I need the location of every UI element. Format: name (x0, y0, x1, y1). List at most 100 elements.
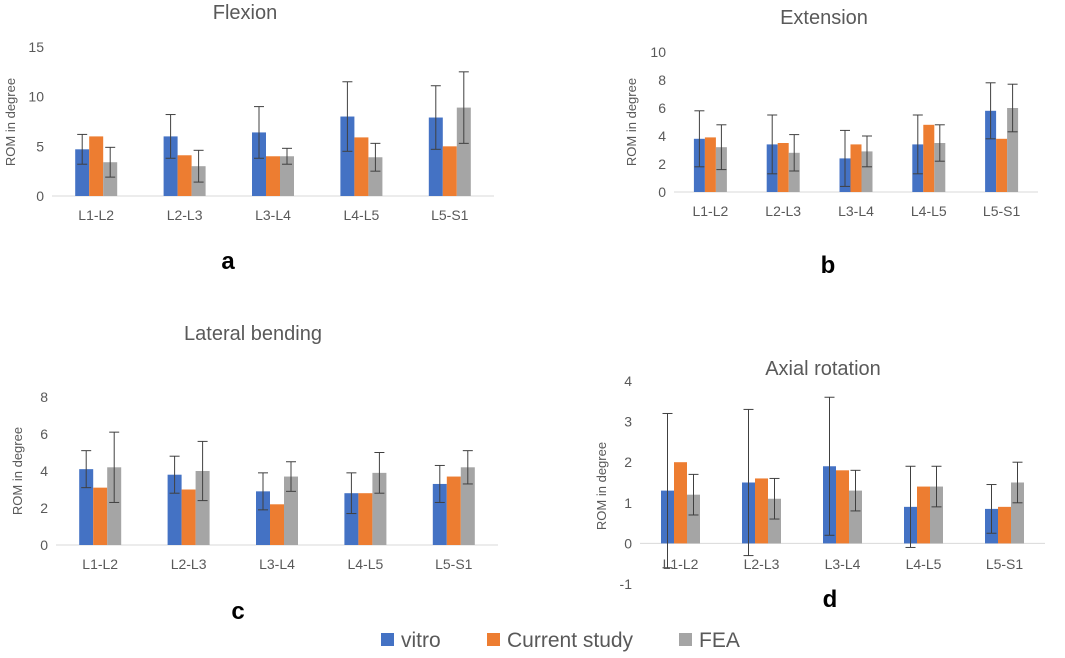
y-tick-label: 1 (624, 495, 632, 511)
y-tick-label: 8 (40, 389, 48, 405)
x-tick-label: L2-L3 (765, 203, 801, 219)
x-tick-label: L4-L5 (911, 203, 947, 219)
bar-fea-l5-s1 (460, 467, 475, 545)
error-bar-vitro-l4-l5 (912, 114, 923, 175)
x-tick-label: L2-L3 (744, 556, 780, 572)
chart-lateral-bending: Lateral bending ROM in degree c 0 2 4 6 8 L1-… (10, 323, 498, 625)
legend: vitro Current study FEA (381, 629, 740, 652)
y-tick-label: 4 (658, 128, 666, 144)
chart-title: Extension (780, 7, 868, 29)
y-tick-label: 6 (40, 426, 48, 442)
error-bar-vitro-l3-l4 (258, 472, 268, 511)
x-tick-label: L2-L3 (167, 207, 203, 223)
x-tick-label: L3-L4 (259, 556, 295, 572)
error-bar-vitro-l2-l3 (165, 114, 176, 159)
bar-current-study-l1-l2 (704, 137, 716, 192)
bar-current-study-l3-l4 (270, 504, 284, 545)
bar-vitro-l2-l3 (163, 136, 178, 196)
error-bar-fea-l3-l4 (286, 461, 296, 492)
x-tick-label: L1-L2 (663, 556, 699, 572)
error-bar-fea-l1-l2 (105, 146, 116, 178)
y-tick-label: 0 (36, 188, 44, 204)
error-bar-vitro-l4-l5 (342, 81, 353, 152)
bar-fea-l3-l4 (284, 476, 298, 545)
bar-current-study-l1-l2 (89, 136, 104, 196)
panel-label-c: c (231, 598, 244, 625)
legend-swatch-current-study (487, 633, 500, 646)
bar-current-study-l3-l4 (266, 156, 280, 196)
error-bar-vitro-l5-s1 (986, 484, 997, 534)
x-tick-label: L2-L3 (171, 556, 207, 572)
x-tick-label: L3-L4 (825, 556, 861, 572)
x-tick-label: L4-L5 (347, 556, 383, 572)
error-bar-vitro-l3-l4 (254, 106, 264, 159)
x-tick-label: L1-L2 (82, 556, 118, 572)
chart-title: Lateral bending (184, 323, 322, 345)
y-tick-label: -1 (620, 576, 633, 592)
y-tick-label: 4 (624, 373, 632, 389)
chart-flexion: Flexion ROM in degree a 0 5 10 15 L1-L2 L2-L3… (3, 2, 494, 275)
bar-fea-l4-l5 (372, 472, 387, 545)
error-bar-fea-l4-l5 (931, 465, 942, 508)
error-bar-fea-l5-s1 (462, 450, 473, 485)
error-bar-fea-l3-l4 (862, 135, 872, 168)
chart-extension: Extension ROM in degree b 0 2 4 6 8 10 L1-L2 L2… (624, 7, 1038, 279)
x-tick-label: L4-L5 (906, 556, 942, 572)
x-tick-label: L1-L2 (78, 207, 114, 223)
bar-fea-l5-s1 (1011, 482, 1024, 544)
chart-axial-rotation: Axial rotation ROM in degree d -1 0 1 2 3 4 L1… (594, 358, 1045, 613)
bar-current-study-l4-l5 (354, 137, 369, 196)
bar-fea-l4-l5 (934, 143, 946, 192)
bar-fea-l5-s1 (456, 107, 471, 196)
error-bar-vitro-l5-s1 (434, 464, 445, 503)
x-tick-label: L5-S1 (435, 556, 473, 572)
legend-label-current-study: Current study (507, 629, 634, 652)
error-bar-fea-l1-l2 (716, 124, 727, 171)
error-bar-fea-l3-l4 (850, 469, 861, 512)
error-bar-fea-l3-l4 (282, 147, 292, 165)
bar-vitro-l1-l2 (75, 149, 90, 196)
chart-title: Flexion (213, 2, 277, 24)
bar-current-study-l3-l4 (836, 470, 849, 544)
legend-label-vitro: vitro (401, 629, 441, 652)
y-tick-label: 0 (40, 537, 48, 553)
error-bar-vitro-l3-l4 (840, 129, 850, 187)
error-bar-vitro-l1-l2 (77, 133, 88, 165)
panel-label-a: a (221, 248, 235, 275)
error-bar-fea-l1-l2 (688, 473, 699, 516)
x-tick-label: L4-L5 (343, 207, 379, 223)
error-bar-vitro-l1-l2 (694, 110, 705, 168)
x-tick-label: L5-S1 (983, 203, 1021, 219)
y-tick-label: 0 (624, 535, 632, 551)
error-bar-vitro-l3-l4 (824, 396, 835, 536)
error-bar-vitro-l2-l3 (169, 455, 180, 494)
y-tick-label: 2 (40, 500, 48, 516)
error-bar-fea-l4-l5 (374, 452, 385, 494)
bar-current-study-l2-l3 (177, 155, 192, 196)
x-tick-label: L1-L2 (692, 203, 728, 219)
bar-vitro-l2-l3 (167, 474, 182, 545)
bar-current-study-l3-l4 (850, 144, 862, 192)
error-bar-fea-l2-l3 (197, 440, 208, 502)
y-axis-label: ROM in degree (594, 442, 609, 530)
y-tick-label: 5 (36, 138, 44, 154)
bar-current-study-l2-l3 (181, 489, 196, 545)
y-tick-label: 0 (658, 184, 666, 200)
bar-current-study-l1-l2 (93, 487, 108, 545)
y-tick-label: 15 (28, 39, 44, 55)
y-axis-label: ROM in degree (3, 78, 18, 166)
error-bar-fea-l5-s1 (1012, 461, 1023, 504)
error-bar-fea-l5-s1 (458, 71, 469, 144)
bar-fea-l2-l3 (195, 471, 210, 545)
bar-fea-l3-l4 (280, 156, 294, 196)
bar-fea-l1-l2 (103, 162, 118, 196)
bar-fea-l5-s1 (1007, 108, 1019, 192)
y-axis-label: ROM in degree (10, 427, 25, 515)
bar-current-study-l2-l3 (755, 478, 768, 544)
bar-fea-l3-l4 (861, 151, 873, 192)
y-axis-label: ROM in degree (624, 78, 639, 166)
bar-current-study-l5-s1 (998, 506, 1011, 544)
error-bar-vitro-l5-s1 (985, 82, 996, 140)
legend-swatch-vitro (381, 633, 394, 646)
